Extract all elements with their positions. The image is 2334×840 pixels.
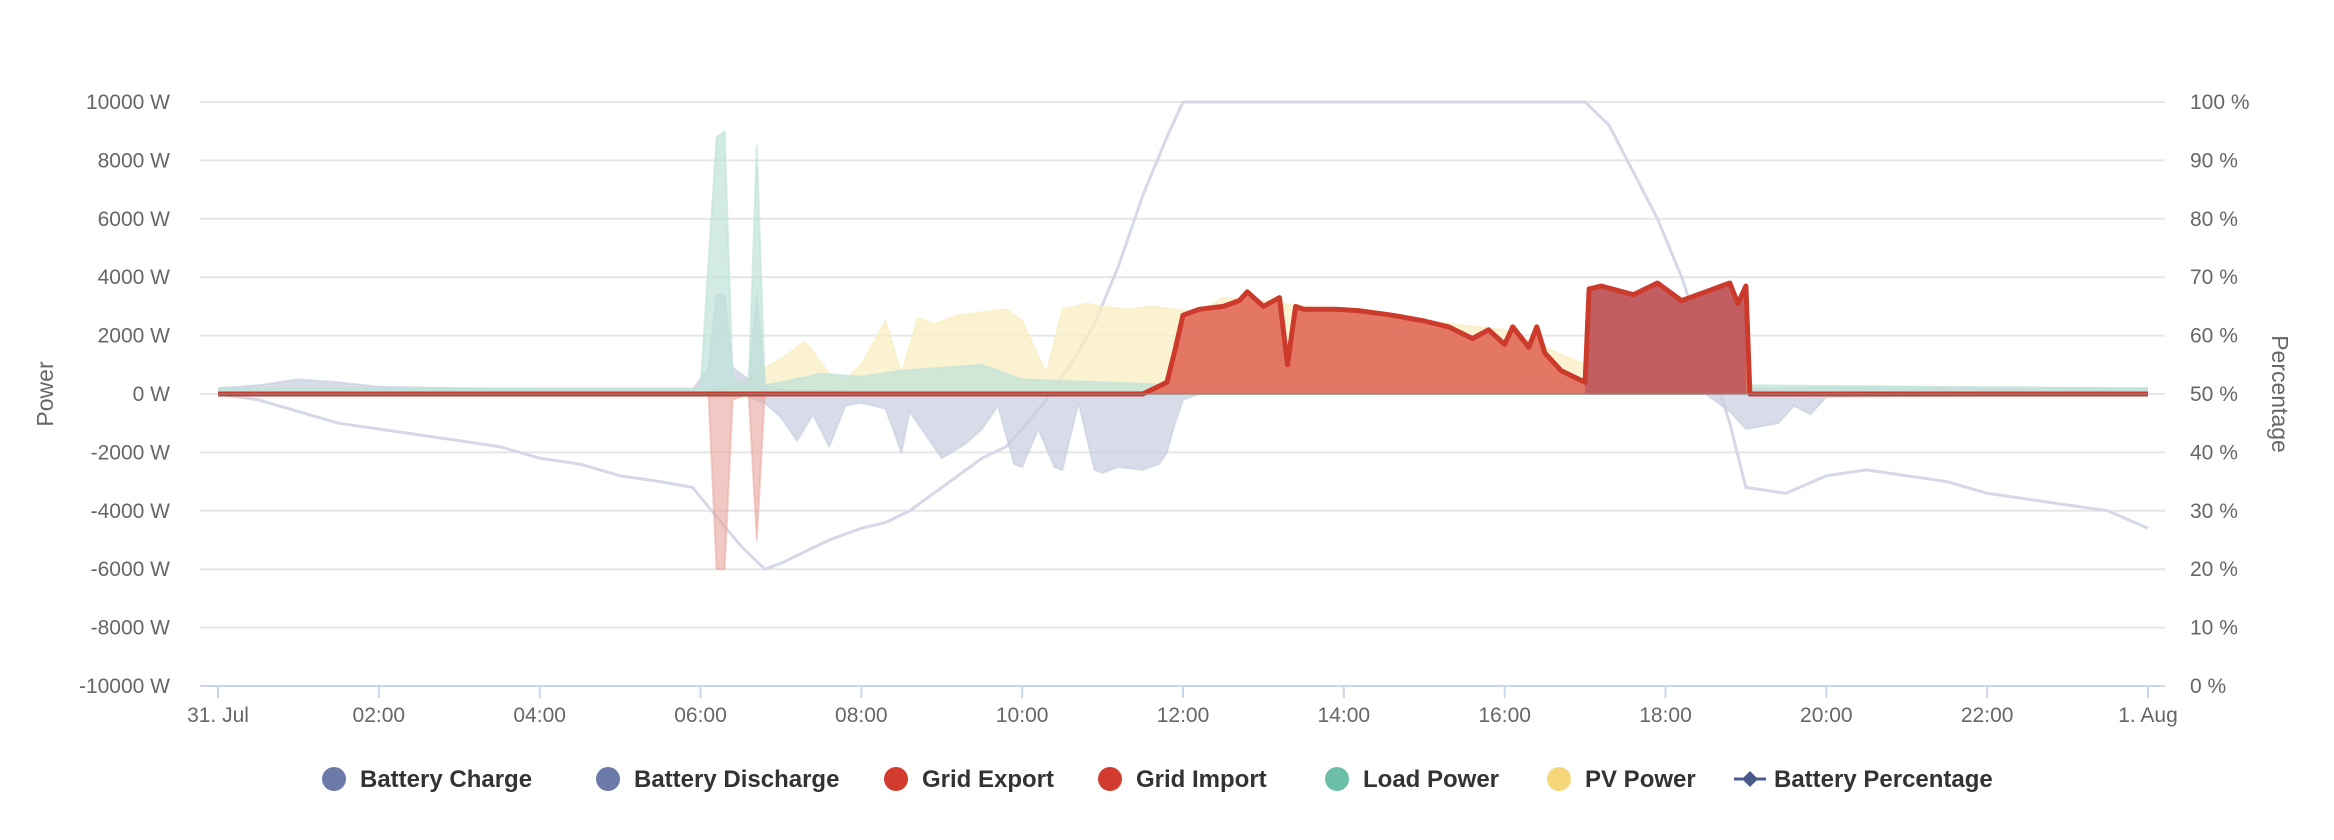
y-right-tick-label: 90 % <box>2190 149 2238 172</box>
legend-label: Battery Discharge <box>634 766 839 793</box>
grid-import-legend-marker <box>1098 767 1122 791</box>
x-tick-label: 06:00 <box>674 704 727 727</box>
y-left-tick-label: -4000 W <box>91 500 171 523</box>
x-tick-label: 02:00 <box>353 704 406 727</box>
grid-export-legend-marker <box>884 767 908 791</box>
battery-discharge-area <box>218 394 2148 473</box>
x-tick-label: 22:00 <box>1961 704 2014 727</box>
pv-power-legend-marker <box>1547 767 1571 791</box>
grid-export-line <box>218 280 2148 397</box>
legend-item-battery-percentage[interactable]: Battery Percentage <box>1734 766 1993 793</box>
x-tick-label: 1. Aug <box>2118 704 2178 727</box>
axes: 10000 W 100 % 8000 W 90 % 6000 W 80 % 4000 W 70… <box>32 91 2293 727</box>
y-left-tick-label: -8000 W <box>91 617 171 640</box>
x-tick-label: 08:00 <box>835 704 888 727</box>
x-tick-label: 14:00 <box>1318 704 1371 727</box>
grid-import-line <box>218 393 2148 571</box>
legend-label: Grid Import <box>1136 766 1267 793</box>
grid-export-overlap-area <box>1585 283 1746 394</box>
y-left-tick-label: -6000 W <box>91 558 171 581</box>
y-left-tick-label: 4000 W <box>98 266 171 289</box>
series-layer <box>217 100 2149 571</box>
diamond-icon <box>1742 771 1758 787</box>
y-left-axis-title: Power <box>32 361 58 427</box>
legend: Battery Charge Battery Discharge Grid Expo… <box>322 766 1993 793</box>
battery-charge-legend-marker <box>322 767 346 791</box>
battery-discharge-line <box>218 393 2149 474</box>
y-right-tick-label: 80 % <box>2190 208 2238 231</box>
x-tick-label: 20:00 <box>1800 704 1853 727</box>
grid-export-area <box>218 283 2148 394</box>
y-right-tick-label: 60 % <box>2190 325 2238 348</box>
y-right-tick-label: 40 % <box>2190 441 2238 464</box>
x-tick-label: 16:00 <box>1478 704 1531 727</box>
y-left-tick-label: -2000 W <box>91 441 171 464</box>
y-right-tick-label: 20 % <box>2190 558 2238 581</box>
y-right-tick-label: 100 % <box>2190 91 2250 114</box>
legend-label: Battery Charge <box>360 766 532 793</box>
y-left-tick-label: 0 W <box>133 383 171 406</box>
y-left-tick-label: 2000 W <box>98 325 171 348</box>
y-right-tick-label: 70 % <box>2190 266 2238 289</box>
y-left-tick-label: -10000 W <box>79 675 170 698</box>
y-right-tick-label: 0 % <box>2190 675 2226 698</box>
legend-label: Load Power <box>1363 766 1499 793</box>
x-tick-label: 12:00 <box>1157 704 1210 727</box>
grid-import-area <box>218 394 2148 570</box>
legend-item-battery-charge[interactable]: Battery Charge <box>322 766 532 793</box>
legend-label: Battery Percentage <box>1774 766 1993 793</box>
legend-item-grid-export[interactable]: Grid Export <box>884 766 1054 793</box>
x-tick-label: 10:00 <box>996 704 1049 727</box>
x-tick-label: 18:00 <box>1639 704 1692 727</box>
load-power-legend-marker <box>1325 767 1349 791</box>
y-left-tick-label: 8000 W <box>98 149 171 172</box>
legend-item-battery-discharge[interactable]: Battery Discharge <box>596 766 839 793</box>
y-left-tick-label: 6000 W <box>98 208 171 231</box>
y-right-tick-label: 10 % <box>2190 617 2238 640</box>
x-tick-label: 04:00 <box>513 704 566 727</box>
y-left-tick-label: 10000 W <box>86 91 170 114</box>
battery-discharge-legend-marker <box>596 767 620 791</box>
legend-label: Grid Export <box>922 766 1054 793</box>
legend-label: PV Power <box>1585 766 1696 793</box>
y-right-tick-label: 50 % <box>2190 383 2238 406</box>
legend-item-load-power[interactable]: Load Power <box>1325 766 1499 793</box>
x-tick-label: 31. Jul <box>187 704 249 727</box>
legend-item-pv-power[interactable]: PV Power <box>1547 766 1696 793</box>
legend-item-grid-import[interactable]: Grid Import <box>1098 766 1267 793</box>
y-right-tick-label: 30 % <box>2190 500 2238 523</box>
y-right-axis-title: Percentage <box>2267 335 2293 453</box>
